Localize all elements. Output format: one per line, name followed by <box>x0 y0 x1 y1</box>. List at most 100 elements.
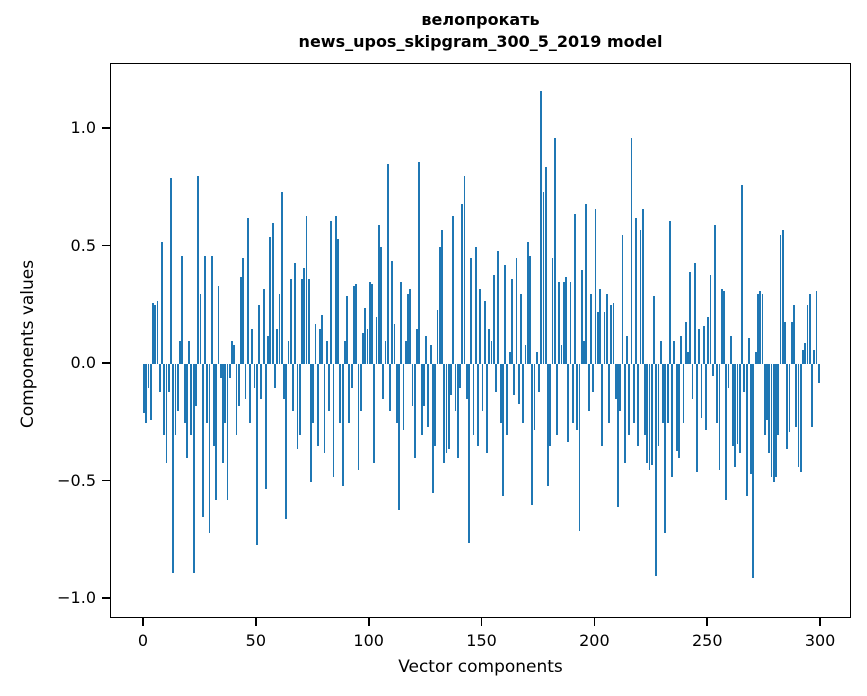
bar <box>540 91 543 364</box>
bar <box>556 364 558 435</box>
bar <box>213 364 215 447</box>
bar <box>696 364 698 473</box>
bar <box>271 223 274 364</box>
bar <box>373 364 376 463</box>
bar <box>413 364 416 458</box>
bar <box>328 364 330 411</box>
bar <box>468 364 470 543</box>
bar <box>714 225 716 364</box>
x-tick-label: 100 <box>353 631 384 650</box>
bar <box>777 364 780 435</box>
bar <box>578 364 581 531</box>
bar <box>389 364 391 411</box>
bar <box>208 364 211 534</box>
bar <box>592 364 595 393</box>
bar <box>659 340 662 364</box>
bar <box>664 364 667 534</box>
y-tick-label: 0.0 <box>70 353 96 372</box>
bar <box>269 237 272 364</box>
bar <box>768 364 771 454</box>
bar <box>797 364 800 468</box>
bar <box>400 281 403 364</box>
bar <box>185 364 188 458</box>
bar <box>639 230 642 364</box>
bar <box>172 364 175 574</box>
bar <box>612 302 615 364</box>
bar <box>249 364 251 423</box>
bar <box>750 364 753 475</box>
bar <box>725 364 728 501</box>
x-tick-mark <box>254 618 257 626</box>
bar <box>427 364 430 428</box>
bar <box>648 364 651 470</box>
bar <box>720 288 723 364</box>
bar <box>734 364 737 468</box>
bar <box>330 220 333 364</box>
bar <box>474 246 477 364</box>
bar <box>260 364 263 400</box>
bar <box>264 364 267 489</box>
bar <box>781 230 784 364</box>
bar <box>319 328 321 364</box>
bar <box>323 364 326 454</box>
bar <box>488 328 491 364</box>
bar <box>416 328 418 364</box>
bar <box>334 215 337 364</box>
bar <box>380 246 382 364</box>
bar <box>499 364 502 423</box>
bar <box>154 305 157 364</box>
bar <box>371 284 373 364</box>
bar <box>666 364 669 423</box>
bar <box>386 164 389 364</box>
bar <box>233 345 236 364</box>
bar <box>337 239 339 364</box>
bar <box>551 258 554 364</box>
bar <box>486 364 488 454</box>
bar <box>515 258 518 364</box>
chart-title-word: велопрокать <box>421 10 540 29</box>
bar <box>520 293 522 364</box>
bar <box>732 364 734 447</box>
bar <box>689 272 692 364</box>
bar <box>179 340 181 364</box>
bar <box>429 345 432 364</box>
bar <box>565 277 567 364</box>
bar <box>454 364 457 411</box>
y-tick-label: 0.5 <box>70 235 96 255</box>
bar <box>709 274 712 364</box>
bar <box>472 364 475 435</box>
bar <box>653 295 655 364</box>
chart-title: велопрокать news_upos_skipgram_300_5_201… <box>110 9 851 53</box>
bar <box>806 305 809 364</box>
bar <box>217 286 220 364</box>
bar <box>538 364 540 393</box>
bar <box>811 364 813 428</box>
bar <box>206 364 209 423</box>
bar <box>601 364 604 447</box>
bar <box>276 328 279 364</box>
bar <box>368 281 371 364</box>
bar <box>280 192 283 364</box>
x-tick-mark <box>593 618 596 626</box>
bar <box>743 364 746 393</box>
bar <box>727 364 730 388</box>
bar <box>705 364 707 430</box>
bar <box>407 293 409 364</box>
bar <box>747 338 750 364</box>
bar <box>693 262 696 364</box>
bar <box>596 312 599 364</box>
bar <box>533 364 536 430</box>
bar <box>567 364 570 442</box>
bar <box>544 166 547 364</box>
bar <box>296 364 299 449</box>
bar <box>303 267 306 364</box>
x-tick-label: 150 <box>466 631 497 650</box>
bar <box>377 225 380 364</box>
bar <box>152 302 154 364</box>
bar <box>547 364 549 487</box>
bar <box>770 364 773 477</box>
bar <box>608 364 610 423</box>
bar <box>165 364 168 463</box>
bar <box>599 288 601 364</box>
bar <box>278 293 281 364</box>
